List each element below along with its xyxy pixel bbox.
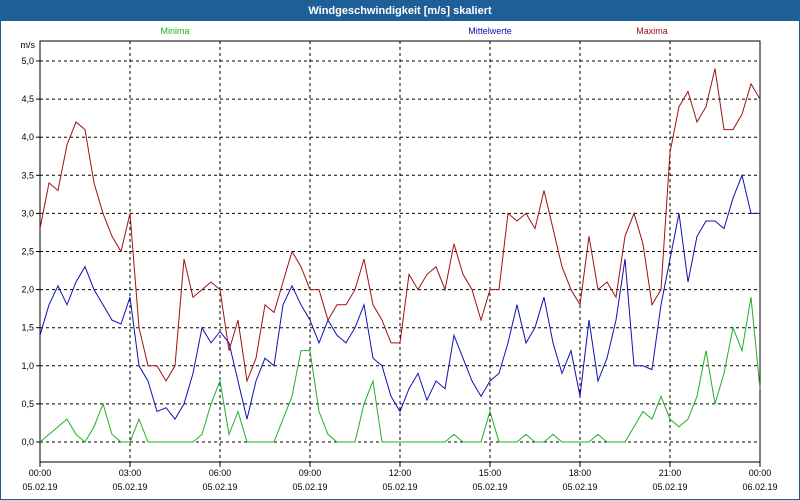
wind-speed-chart: 0,0 0,5 1,0 1,5 2,0 2,5 3,0 3,5 4,0 4,5 5,0 m/s 00:0… [21,26,778,492]
x-tick-time: 21:00 [659,468,682,478]
series-line-mittelwerte [39,173,760,420]
x-tick-time: 09:00 [299,468,322,478]
x-tick-time: 15:00 [479,468,502,478]
y-tick-label: 4,5 [21,94,34,104]
x-tick-time: 00:00 [749,468,772,478]
legend-entry-mittelwerte: Mittelwerte [468,26,512,36]
x-tick-time: 00:00 [29,468,52,478]
series-line-maxima [39,68,761,383]
x-tick-date: 05.02.19 [112,482,147,492]
series-line-minima [39,297,761,443]
x-tick-date: 06.02.19 [742,482,777,492]
y-tick-label: 5,0 [21,56,34,66]
y-tick-label: 2,0 [21,285,34,295]
y-axis-label: m/s [21,40,36,50]
x-tick-date: 05.02.19 [562,482,597,492]
x-tick-date: 05.02.19 [292,482,327,492]
y-tick-label: 3,5 [21,170,34,180]
y-tick-label: 4,0 [21,132,34,142]
x-tick-date: 05.02.19 [202,482,237,492]
x-tick-time: 06:00 [209,468,232,478]
legend-entry-maxima: Maxima [636,26,668,36]
x-tick-date: 05.02.19 [22,482,57,492]
y-tick-label: 0,0 [21,437,34,447]
y-tick-label: 3,0 [21,208,34,218]
window-title: Windgeschwindigkeit [m/s] skaliert [1,1,799,21]
y-tick-label: 1,5 [21,323,34,333]
x-tick-date: 05.02.19 [382,482,417,492]
x-tick-date: 05.02.19 [652,482,687,492]
y-tick-label: 2,5 [21,247,34,257]
x-tick-time: 18:00 [569,468,592,478]
y-tick-label: 0,5 [21,399,34,409]
x-tick-time: 12:00 [389,468,412,478]
x-tick-time: 03:00 [119,468,142,478]
legend-entry-minima: Minima [160,26,189,36]
y-tick-label: 1,0 [21,361,34,371]
x-tick-date: 05.02.19 [472,482,507,492]
